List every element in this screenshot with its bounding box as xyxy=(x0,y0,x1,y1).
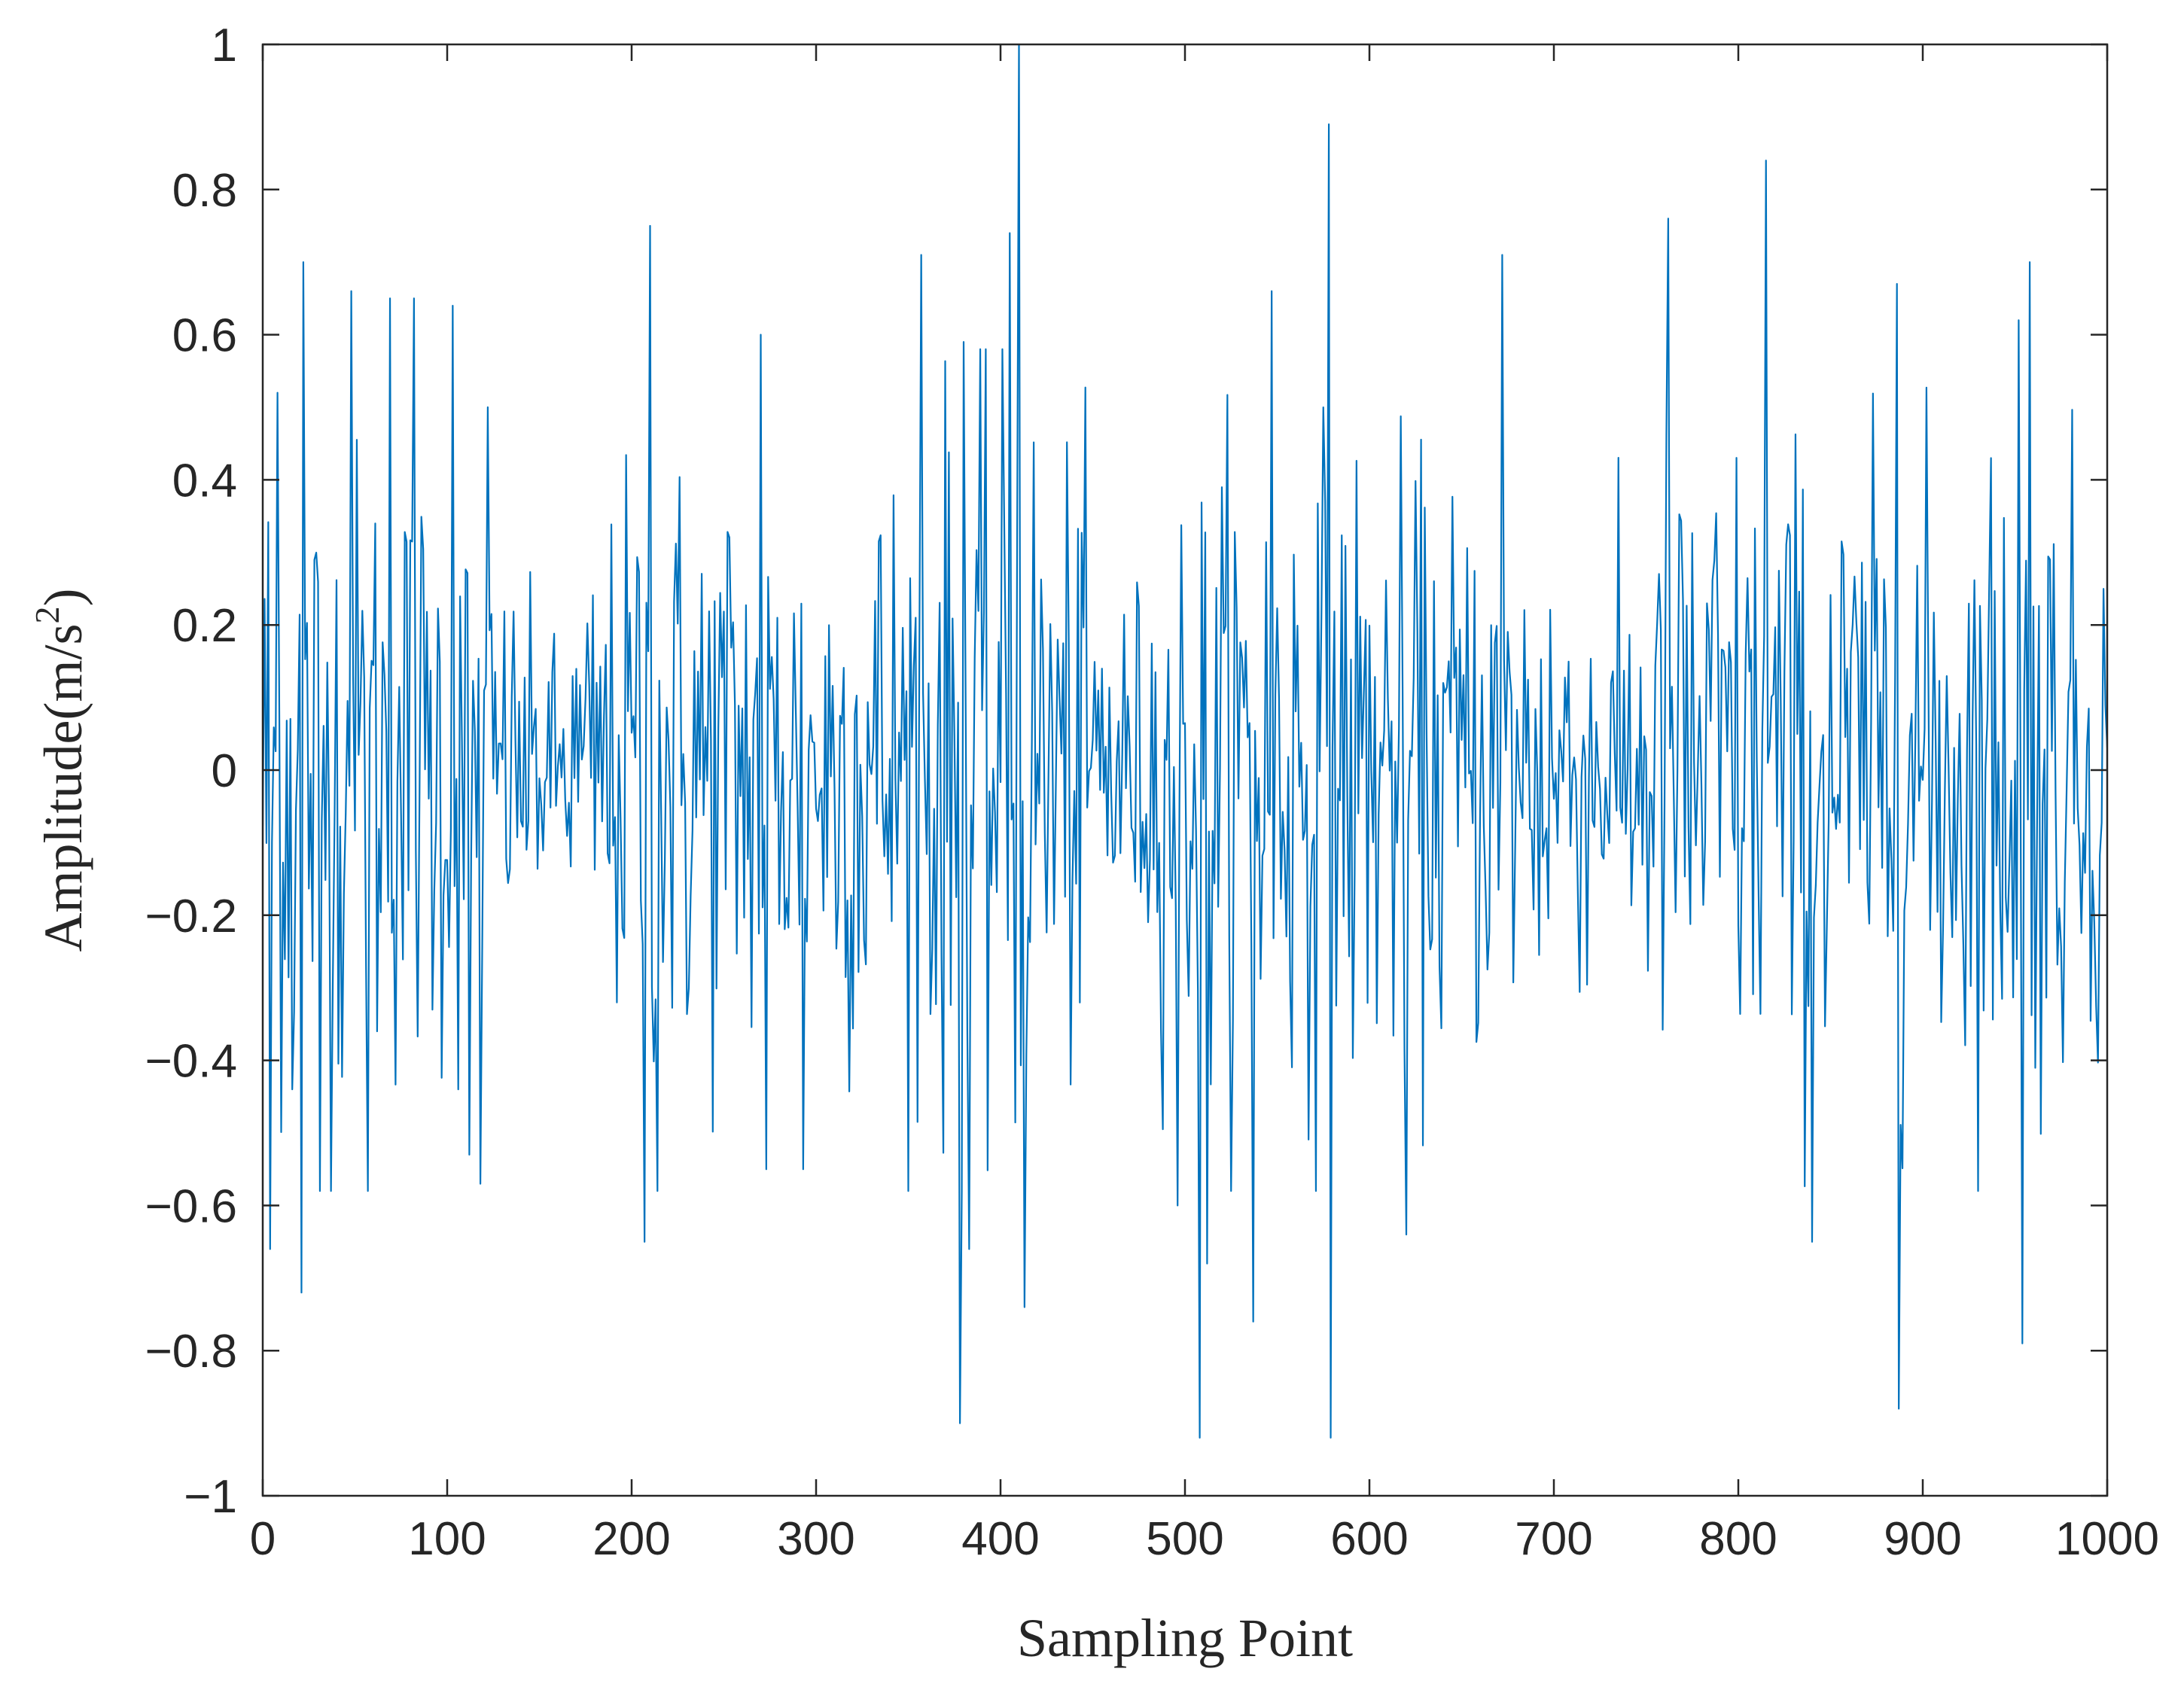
y-tick-label: −0.6 xyxy=(145,1180,237,1232)
plot-area xyxy=(263,44,2107,1439)
x-tick-label: 100 xyxy=(408,1513,486,1565)
y-tick-label: −0.8 xyxy=(145,1326,237,1378)
y-tick-label: 0.8 xyxy=(172,165,237,217)
x-tick-label: 1000 xyxy=(2055,1513,2159,1565)
x-axis-title: Sampling Point xyxy=(1017,1608,1353,1668)
y-tick-label: 0 xyxy=(212,745,237,797)
y-tick-label: 0.2 xyxy=(172,600,237,652)
y-axis-ticks: −1 −0.8 −0.6 −0.4 −0.2 0 0.2 0.4 0.6 0.8 1 xyxy=(145,20,2107,1523)
x-tick-label: 800 xyxy=(1699,1513,1777,1565)
y-tick-label: 1 xyxy=(212,20,237,72)
y-axis-title-main: Amplitude(m/s xyxy=(33,624,93,952)
y-axis-title-superscript: 2 xyxy=(28,607,66,624)
x-tick-label: 600 xyxy=(1330,1513,1408,1565)
x-tick-label: 200 xyxy=(592,1513,670,1565)
x-tick-label: 400 xyxy=(961,1513,1039,1565)
y-tick-label: −1 xyxy=(184,1471,237,1523)
x-tick-label: 700 xyxy=(1515,1513,1592,1565)
x-tick-label: 300 xyxy=(777,1513,854,1565)
series-line-amplitude xyxy=(263,44,2107,1439)
y-axis-title-close: ) xyxy=(33,589,93,607)
y-axis-title: Amplitude(m/s2) xyxy=(28,589,93,952)
x-tick-label: 0 xyxy=(250,1513,276,1565)
x-tick-label: 500 xyxy=(1146,1513,1223,1565)
x-axis-ticks: 0 100 200 300 400 500 600 700 800 900 1000 xyxy=(250,44,2159,1565)
x-tick-label: 900 xyxy=(1884,1513,1961,1565)
y-tick-label: −0.4 xyxy=(145,1036,237,1088)
y-tick-label: 0.6 xyxy=(172,310,237,362)
y-tick-label: −0.2 xyxy=(145,891,237,942)
y-tick-label: 0.4 xyxy=(172,455,237,507)
